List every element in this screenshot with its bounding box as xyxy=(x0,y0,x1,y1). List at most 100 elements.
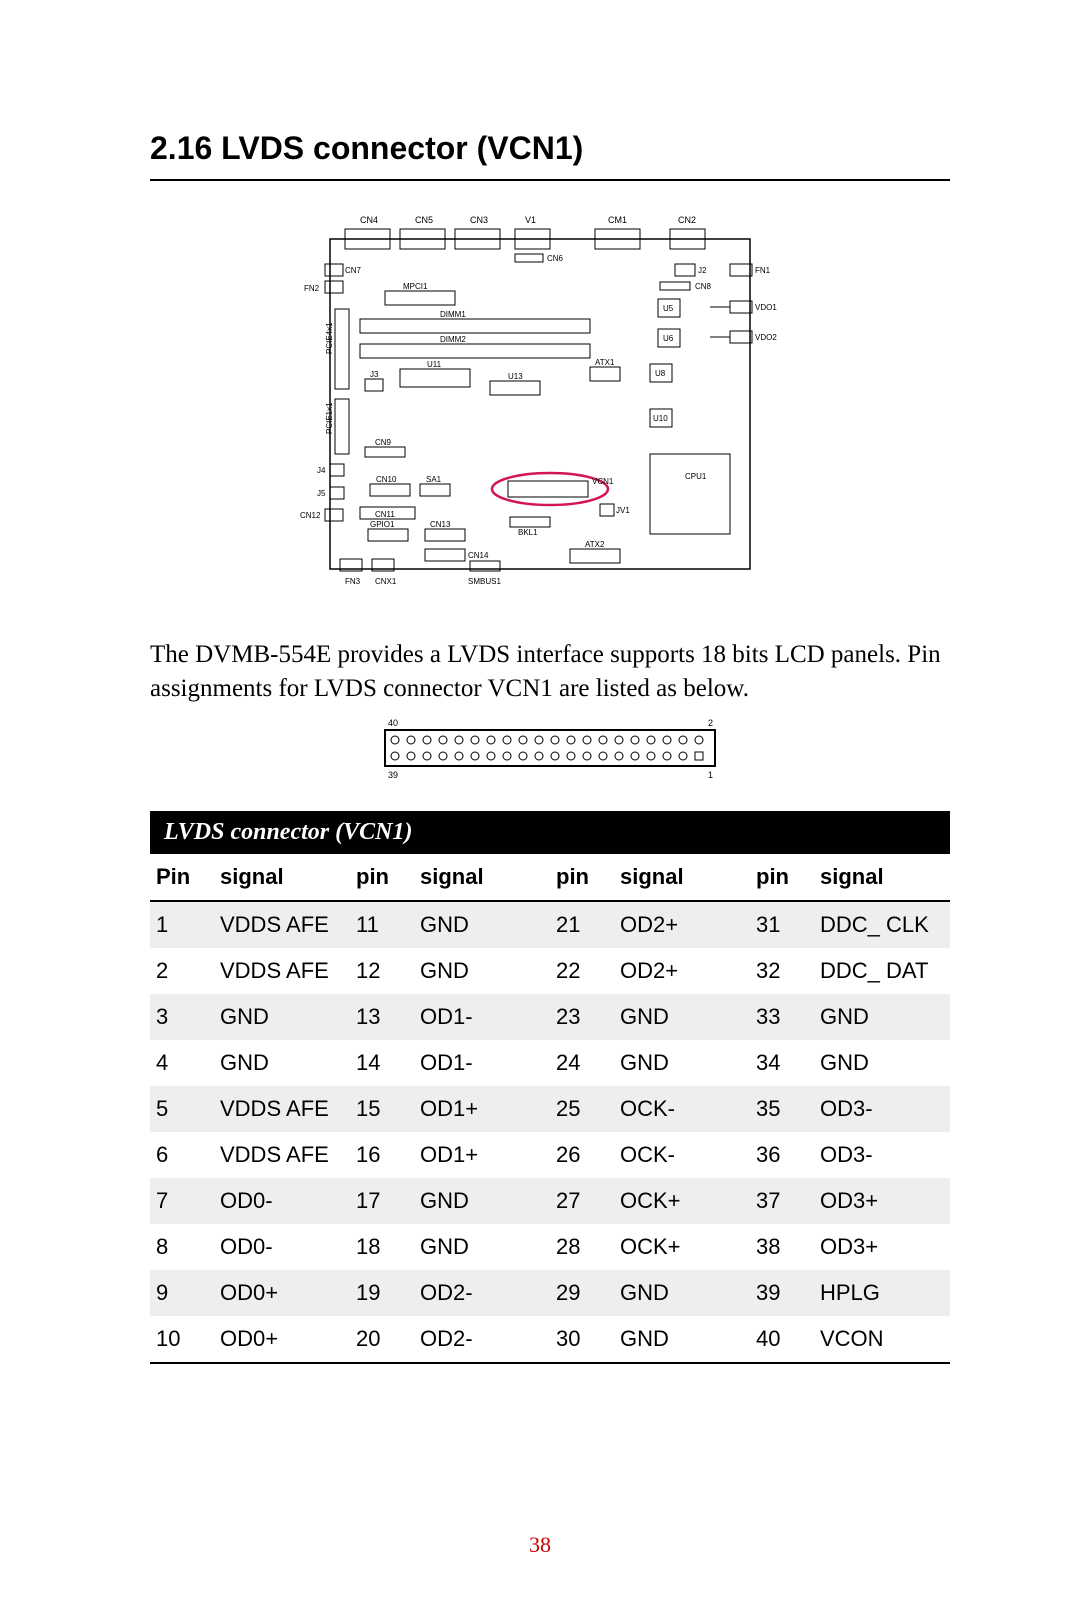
section-heading: 2.16 LVDS connector (VCN1) xyxy=(150,130,950,167)
table-cell: 18 xyxy=(350,1224,414,1270)
table-cell: 31 xyxy=(750,901,814,948)
vcn1-highlight xyxy=(492,473,608,505)
label-cnx1: CNX1 xyxy=(375,577,397,586)
table-cell: OD3+ xyxy=(814,1224,950,1270)
table-cell: VDDS AFE xyxy=(214,901,350,948)
table-cell: OD3+ xyxy=(814,1178,950,1224)
label-gpio1: GPIO1 xyxy=(370,520,395,529)
table-cell: GND xyxy=(214,994,350,1040)
table-cell: 30 xyxy=(550,1316,614,1363)
label-pcie1x1: PCIE1x1 xyxy=(325,402,334,434)
table-cell: 38 xyxy=(750,1224,814,1270)
label-cn7: CN7 xyxy=(345,266,362,275)
table-cell: 22 xyxy=(550,948,614,994)
table-cell: 6 xyxy=(150,1132,214,1178)
table-cell: GND xyxy=(414,1178,550,1224)
table-cell: OD0+ xyxy=(214,1316,350,1363)
table-cell: 15 xyxy=(350,1086,414,1132)
label-vdo2: VDO2 xyxy=(755,333,777,342)
table-cell: 9 xyxy=(150,1270,214,1316)
table-cell: 19 xyxy=(350,1270,414,1316)
table-row: 9OD0+19OD2-29GND39HPLG xyxy=(150,1270,950,1316)
pin-table-header-cell: pin xyxy=(750,854,814,901)
table-cell: 14 xyxy=(350,1040,414,1086)
table-cell: OD2+ xyxy=(614,901,750,948)
connector-label-2: 2 xyxy=(708,718,713,728)
table-cell: 10 xyxy=(150,1316,214,1363)
label-cn5: CN5 xyxy=(415,215,433,225)
table-cell: OD0- xyxy=(214,1224,350,1270)
table-row: 5VDDS AFE15OD1+25OCK-35OD3- xyxy=(150,1086,950,1132)
table-cell: 21 xyxy=(550,901,614,948)
label-cn13: CN13 xyxy=(430,520,451,529)
table-cell: 4 xyxy=(150,1040,214,1086)
connector-svg: 40 2 39 1 xyxy=(350,714,750,784)
table-cell: 29 xyxy=(550,1270,614,1316)
table-cell: 17 xyxy=(350,1178,414,1224)
connector-bottom-row xyxy=(391,752,703,760)
table-cell: 28 xyxy=(550,1224,614,1270)
page: 2.16 LVDS connector (VCN1) CN4 CN5 CN3 V… xyxy=(0,0,1080,1618)
label-dimm1: DIMM1 xyxy=(440,310,466,319)
table-row: 7OD0-17GND27OCK+37OD3+ xyxy=(150,1178,950,1224)
pin-table-header-cell: signal xyxy=(614,854,750,901)
label-cn6: CN6 xyxy=(547,254,564,263)
label-u13: U13 xyxy=(508,372,523,381)
board-diagram-container: CN4 CN5 CN3 V1 CM1 CN2 CN6 CN7 FN2 J2 FN… xyxy=(150,209,950,614)
label-j4: J4 xyxy=(317,466,326,475)
connector-label-39: 39 xyxy=(388,770,398,780)
label-bkl1: BKL1 xyxy=(518,528,538,537)
table-cell: OD3- xyxy=(814,1086,950,1132)
table-row: 1VDDS AFE11GND21OD2+31DDC_ CLK xyxy=(150,901,950,948)
table-cell: GND xyxy=(414,948,550,994)
label-cn4: CN4 xyxy=(360,215,378,225)
table-row: 6VDDS AFE16OD1+26OCK-36OD3- xyxy=(150,1132,950,1178)
table-cell: GND xyxy=(614,1040,750,1086)
label-v1: V1 xyxy=(525,215,536,225)
table-cell: GND xyxy=(414,901,550,948)
label-smbus1: SMBUS1 xyxy=(468,577,501,586)
page-number: 38 xyxy=(0,1532,1080,1558)
connector-label-1: 1 xyxy=(708,770,713,780)
table-cell: OD2- xyxy=(414,1270,550,1316)
pin-table-header-cell: Pin xyxy=(150,854,214,901)
table-cell: OD2- xyxy=(414,1316,550,1363)
table-cell: 8 xyxy=(150,1224,214,1270)
label-atx2: ATX2 xyxy=(585,540,605,549)
label-cn14: CN14 xyxy=(468,551,489,560)
table-row: 8OD0-18GND28OCK+38OD3+ xyxy=(150,1224,950,1270)
table-cell: HPLG xyxy=(814,1270,950,1316)
label-u5: U5 xyxy=(663,304,674,313)
label-cn2: CN2 xyxy=(678,215,696,225)
table-cell: VDDS AFE xyxy=(214,1086,350,1132)
label-u6: U6 xyxy=(663,334,674,343)
pin-table-head: Pinsignalpinsignalpinsignalpinsignal xyxy=(150,854,950,901)
table-cell: OCK+ xyxy=(614,1224,750,1270)
table-cell: 25 xyxy=(550,1086,614,1132)
label-fn2: FN2 xyxy=(304,284,320,293)
label-sa1: SA1 xyxy=(426,475,442,484)
label-u10: U10 xyxy=(653,414,668,423)
table-row: 4GND14OD1-24GND34GND xyxy=(150,1040,950,1086)
table-cell: OD1+ xyxy=(414,1132,550,1178)
table-cell: OD3- xyxy=(814,1132,950,1178)
description-paragraph: The DVMB-554E provides a LVDS interface … xyxy=(150,638,950,706)
label-cn10: CN10 xyxy=(376,475,397,484)
label-cn11: CN11 xyxy=(375,510,395,519)
table-cell: 5 xyxy=(150,1086,214,1132)
label-fn1: FN1 xyxy=(755,266,771,275)
label-cn3: CN3 xyxy=(470,215,488,225)
table-cell: 20 xyxy=(350,1316,414,1363)
table-row: 2VDDS AFE12GND22OD2+32DDC_ DAT xyxy=(150,948,950,994)
table-cell: OCK- xyxy=(614,1132,750,1178)
table-cell: GND xyxy=(614,994,750,1040)
label-pcie4x1: PCIE4x1 xyxy=(325,322,334,354)
label-j5: J5 xyxy=(317,489,326,498)
table-cell: GND xyxy=(814,994,950,1040)
label-atx1: ATX1 xyxy=(595,358,615,367)
label-dimm2: DIMM2 xyxy=(440,335,466,344)
pin-table-header-row: Pinsignalpinsignalpinsignalpinsignal xyxy=(150,854,950,901)
label-u11: U11 xyxy=(427,360,442,369)
heading-rule xyxy=(150,179,950,181)
table-cell: DDC_ CLK xyxy=(814,901,950,948)
